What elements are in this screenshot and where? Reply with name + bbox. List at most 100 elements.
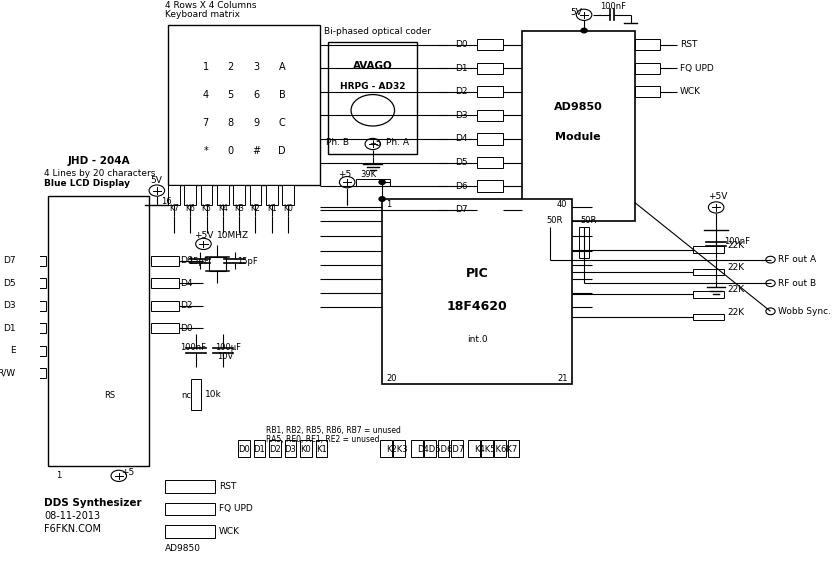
- Bar: [190, 379, 201, 409]
- Text: K4: K4: [218, 204, 228, 213]
- Text: 20: 20: [386, 374, 397, 383]
- Text: C: C: [279, 118, 285, 128]
- Bar: [545, 227, 555, 258]
- Text: +5: +5: [121, 468, 134, 477]
- Bar: [477, 133, 503, 144]
- Bar: [201, 185, 212, 204]
- Text: +5V: +5V: [708, 192, 727, 200]
- Text: D4: D4: [455, 134, 467, 143]
- Text: D2: D2: [180, 301, 193, 310]
- Circle shape: [766, 256, 775, 263]
- Text: 50R: 50R: [546, 216, 563, 225]
- Bar: [250, 185, 261, 204]
- Text: 15pF: 15pF: [188, 258, 209, 267]
- Bar: [18, 323, 46, 333]
- Bar: [168, 185, 180, 204]
- Bar: [451, 440, 462, 457]
- Circle shape: [766, 280, 775, 287]
- Bar: [579, 227, 589, 258]
- Bar: [438, 440, 450, 457]
- Text: 39K: 39K: [361, 170, 377, 179]
- Text: 22K: 22K: [727, 240, 745, 250]
- Text: WCK: WCK: [219, 527, 240, 536]
- Text: D4: D4: [180, 279, 193, 288]
- Text: 2: 2: [227, 62, 234, 72]
- Text: 1: 1: [203, 62, 209, 72]
- Text: FQ UPD: FQ UPD: [680, 64, 713, 73]
- Text: Ph. B: Ph. B: [326, 138, 349, 147]
- Bar: [164, 525, 215, 538]
- Bar: [18, 301, 46, 311]
- Bar: [477, 110, 503, 121]
- Text: 15pF: 15pF: [237, 258, 258, 267]
- Bar: [284, 440, 296, 457]
- Bar: [151, 278, 179, 288]
- Text: +5V: +5V: [194, 231, 213, 240]
- Text: 5: 5: [227, 90, 234, 100]
- Text: D6: D6: [180, 256, 193, 266]
- Bar: [393, 440, 405, 457]
- Text: D1: D1: [3, 324, 15, 333]
- Bar: [425, 440, 436, 457]
- Text: 0: 0: [227, 146, 234, 156]
- Text: 100nF: 100nF: [724, 236, 750, 246]
- Bar: [18, 345, 46, 356]
- Text: WCK: WCK: [680, 87, 701, 96]
- Bar: [18, 278, 46, 288]
- Bar: [411, 440, 423, 457]
- Text: RST: RST: [219, 482, 237, 491]
- Bar: [481, 440, 492, 457]
- Bar: [185, 185, 196, 204]
- Text: RST: RST: [680, 40, 697, 49]
- Text: RA5, RE0, RE1, RE2 = unused: RA5, RE0, RE1, RE2 = unused: [266, 435, 379, 444]
- Bar: [693, 246, 724, 253]
- Bar: [477, 39, 503, 50]
- Text: E: E: [10, 346, 15, 355]
- Text: D2: D2: [455, 87, 467, 96]
- Text: 10k: 10k: [205, 389, 221, 399]
- Bar: [151, 256, 179, 266]
- Text: R/W: R/W: [0, 368, 15, 377]
- Text: Keyboard matrix: Keyboard matrix: [164, 10, 240, 19]
- Text: 22K: 22K: [727, 286, 745, 295]
- Text: D0: D0: [455, 40, 467, 49]
- Text: HRPG - AD32: HRPG - AD32: [340, 82, 405, 91]
- Bar: [18, 368, 46, 378]
- Text: 4: 4: [203, 90, 209, 100]
- Text: B: B: [279, 90, 285, 100]
- Text: Ph. A: Ph. A: [386, 138, 409, 147]
- Bar: [634, 39, 660, 50]
- Text: K2: K2: [251, 204, 260, 213]
- Bar: [477, 204, 503, 215]
- Bar: [494, 440, 506, 457]
- Text: 10V: 10V: [217, 352, 234, 361]
- Bar: [300, 440, 312, 457]
- Text: 16: 16: [161, 198, 171, 206]
- Bar: [253, 440, 265, 457]
- Text: 10MHZ: 10MHZ: [217, 231, 249, 240]
- Bar: [380, 440, 392, 457]
- Bar: [238, 440, 250, 457]
- Text: 4 Lines by 20 characters: 4 Lines by 20 characters: [44, 169, 155, 178]
- Text: int.0: int.0: [467, 335, 487, 344]
- Text: A: A: [279, 62, 285, 72]
- Text: 100nF: 100nF: [180, 343, 206, 352]
- Text: D7: D7: [3, 256, 15, 266]
- Text: K5: K5: [201, 204, 211, 213]
- Bar: [477, 157, 503, 168]
- Text: 21: 21: [557, 374, 567, 383]
- Text: D3: D3: [3, 301, 15, 310]
- Bar: [477, 63, 503, 74]
- Text: K0: K0: [284, 204, 293, 213]
- Text: K1: K1: [316, 445, 327, 454]
- Text: D5: D5: [3, 279, 15, 288]
- Bar: [328, 42, 417, 154]
- Bar: [151, 323, 179, 333]
- Text: D2: D2: [269, 445, 281, 454]
- Bar: [477, 86, 503, 98]
- Bar: [508, 440, 519, 457]
- Text: K1: K1: [267, 204, 277, 213]
- Text: AD9850: AD9850: [554, 102, 602, 112]
- Text: AVAGO: AVAGO: [352, 62, 393, 71]
- Text: 7: 7: [203, 118, 209, 128]
